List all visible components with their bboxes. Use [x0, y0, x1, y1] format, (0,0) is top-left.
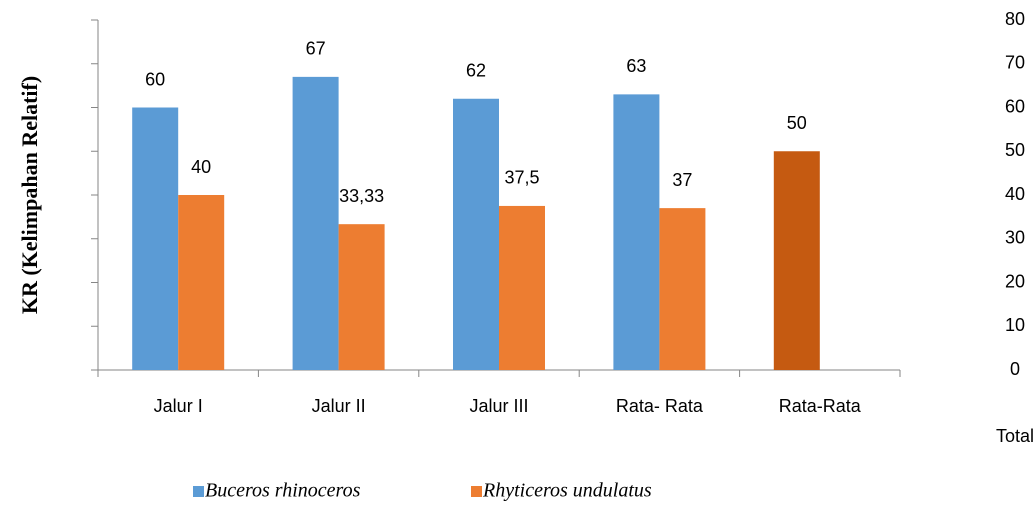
- legend-label: Rhyticeros undulatus: [482, 480, 652, 502]
- x-tick-label: Rata-Rata: [779, 396, 862, 416]
- y-tick-label: 10: [1005, 315, 1025, 335]
- value-label: 33,33: [339, 186, 384, 206]
- bar: [178, 195, 225, 370]
- x-tick-label: Jalur III: [469, 396, 528, 416]
- bar: [338, 224, 385, 370]
- legend-label: Buceros rhinoceros: [205, 480, 361, 502]
- y-tick-label: 30: [1005, 228, 1025, 248]
- y-tick-label: 80: [1005, 9, 1025, 29]
- bar: [499, 205, 545, 370]
- y-tick-label: 50: [1005, 140, 1025, 160]
- value-label: 37,5: [504, 168, 539, 188]
- bar: [292, 76, 339, 370]
- value-label: 37: [672, 170, 692, 190]
- value-label: 60: [145, 69, 165, 89]
- value-label: 67: [306, 39, 326, 59]
- y-axis-label: KR (Kelimpahan Relatif): [17, 76, 42, 314]
- x-tick-label: Jalur I: [154, 396, 203, 416]
- legend-swatch: [193, 486, 204, 497]
- bar: [132, 107, 179, 370]
- y-tick-label: 70: [1005, 53, 1025, 73]
- annotation: Total: [996, 426, 1034, 446]
- bar: [453, 98, 499, 370]
- bar: [773, 151, 820, 370]
- y-tick-label: 20: [1005, 271, 1025, 291]
- legend-swatch: [471, 486, 482, 497]
- value-label: 40: [191, 157, 211, 177]
- y-tick-label: 60: [1005, 96, 1025, 116]
- y-tick-label: 0: [1010, 359, 1020, 379]
- x-tick-label: Rata- Rata: [616, 396, 704, 416]
- bar: [613, 94, 660, 370]
- x-tick-label: Jalur II: [312, 396, 366, 416]
- bar: [659, 208, 706, 370]
- value-label: 62: [466, 61, 486, 81]
- y-tick-label: 40: [1005, 184, 1025, 204]
- value-label: 63: [626, 56, 646, 76]
- value-label: 50: [787, 113, 807, 133]
